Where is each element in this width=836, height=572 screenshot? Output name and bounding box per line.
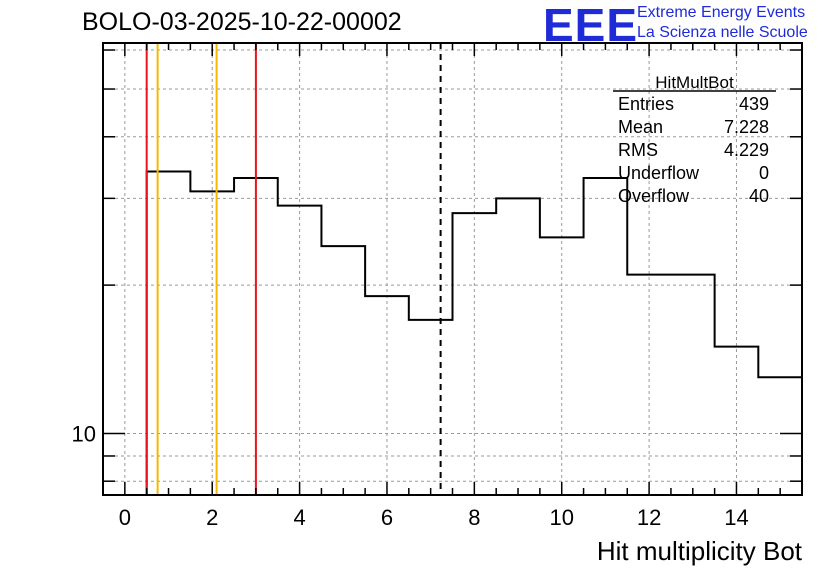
histogram-outline xyxy=(103,170,803,496)
histogram-bin xyxy=(409,320,453,495)
y-tick-label: 10 xyxy=(72,421,96,446)
histogram-bin xyxy=(671,275,715,495)
x-tick-label: 8 xyxy=(468,505,480,530)
histogram-bin xyxy=(278,206,322,495)
x-axis-label: Hit multiplicity Bot xyxy=(597,536,803,566)
stats-value: 7.228 xyxy=(724,117,769,137)
stats-label: Entries xyxy=(618,94,674,114)
histogram-bin xyxy=(190,191,234,495)
histogram-bin xyxy=(715,347,759,495)
histogram-bin xyxy=(627,275,671,495)
stats-value: 0 xyxy=(759,163,769,183)
stats-label: RMS xyxy=(618,140,658,160)
stats-value: 439 xyxy=(739,94,769,114)
x-tick-label: 14 xyxy=(724,505,748,530)
logo-caption: Extreme Energy Events La Scienza nelle S… xyxy=(637,3,808,43)
histogram-bin xyxy=(584,178,628,495)
stats-label: Mean xyxy=(618,117,663,137)
logo-line-1: Extreme Energy Events xyxy=(637,4,806,21)
histogram-bin xyxy=(758,377,802,495)
x-tick-label: 2 xyxy=(206,505,218,530)
histogram-bin xyxy=(147,172,191,495)
histogram-bin xyxy=(496,198,540,495)
x-tick-label: 10 xyxy=(549,505,573,530)
histogram-bin xyxy=(453,213,497,495)
stats-label: Underflow xyxy=(618,163,700,183)
stats-value: 4.229 xyxy=(724,140,769,160)
histogram-bin xyxy=(365,296,409,495)
stats-value: 40 xyxy=(749,186,769,206)
histogram-bin xyxy=(321,246,365,495)
stats-label: Overflow xyxy=(618,186,690,206)
logo-line-2: La Scienza nelle Scuole xyxy=(637,24,808,41)
eee-logo-icon: EEE xyxy=(543,0,639,51)
histogram-bin xyxy=(540,237,584,495)
x-tick-label: 12 xyxy=(637,505,661,530)
x-tick-label: 4 xyxy=(293,505,305,530)
x-tick-label: 6 xyxy=(381,505,393,530)
plot-title: BOLO-03-2025-10-22-00002 xyxy=(82,8,402,36)
x-tick-label: 0 xyxy=(119,505,131,530)
stats-title: HitMultBot xyxy=(655,73,734,92)
